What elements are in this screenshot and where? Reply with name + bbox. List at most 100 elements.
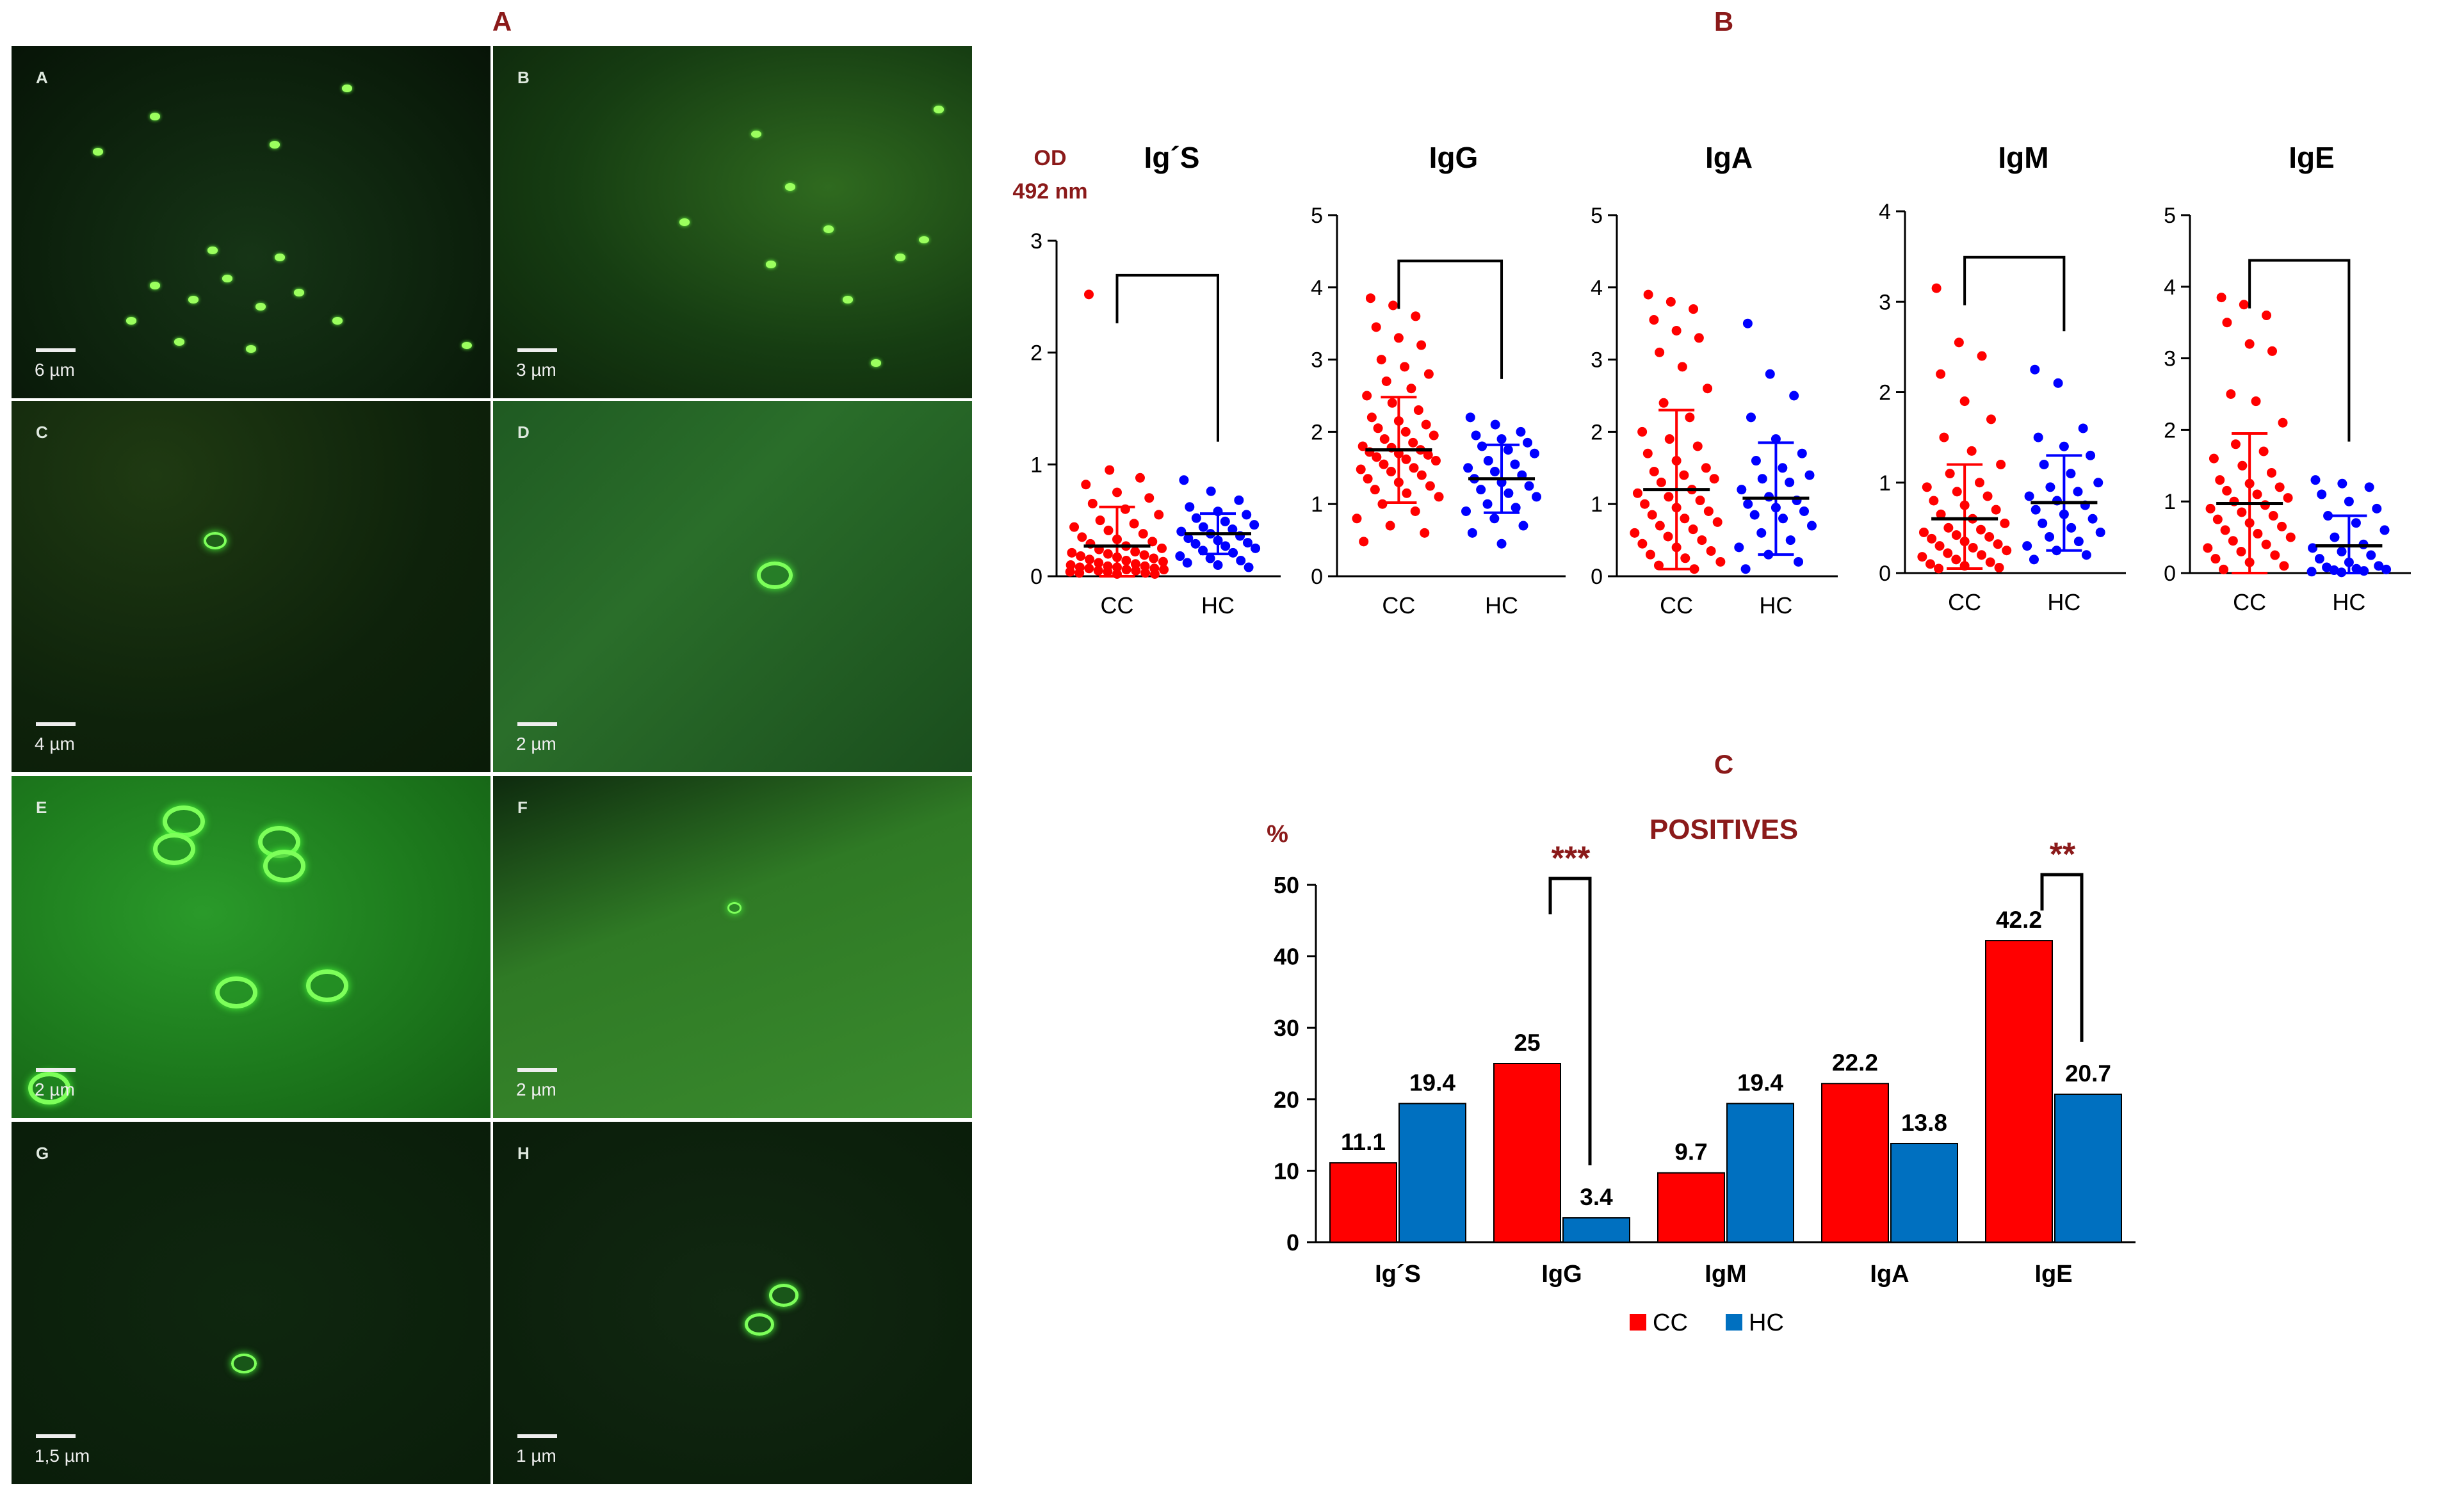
y-tick-label: 5 [1591,204,1603,228]
data-point [1406,384,1416,394]
data-point [1139,550,1149,560]
fluorescent-cell [207,247,218,254]
data-point [1804,470,1815,480]
data-point [1922,482,1932,492]
data-point [1242,538,1252,548]
data-point [2203,543,2213,553]
data-point [1370,485,1380,495]
micrograph-label: D [517,423,530,442]
micrograph-label: H [517,1144,530,1163]
data-point [2337,546,2347,556]
fluorescent-cell [823,225,834,233]
data-point [1471,430,1481,441]
legend-swatch-hc [1726,1314,1742,1331]
data-point [2220,525,2230,535]
fluorescent-cell [222,275,232,282]
fluorescent-cell [784,183,795,191]
data-point [2228,536,2238,546]
y-tick-label: 2 [1311,420,1323,444]
data-point [1483,456,1493,466]
data-point [1706,546,1716,556]
data-point [1416,470,1427,480]
bracket-line [1397,259,1504,379]
data-point [2252,489,2262,499]
data-point [2283,493,2293,503]
data-point [1632,488,1642,498]
y-axis-label: OD [1034,146,1067,170]
plot-title: IgE [2289,141,2335,174]
data-point [1213,560,1223,570]
data-point [1703,506,1714,516]
data-point [1929,496,1939,506]
x-tick-label: HC [1201,592,1235,619]
data-point [1927,533,1937,544]
fluorescent-cell [274,254,285,261]
fluorescent-cell [679,218,690,226]
significance-bracket [1548,877,1592,1166]
data-point [1157,543,1167,553]
data-point [1679,470,1689,480]
data-point [2261,539,2271,549]
data-point [1799,506,1809,516]
data-point [2212,514,2223,524]
data-point [2038,518,2048,528]
data-point [1352,514,1362,524]
data-point [1112,487,1122,498]
data-point [2073,537,2084,547]
data-point [1084,289,1094,300]
scale-label: 6 µm [35,360,75,380]
significance-stars: *** [1552,840,1591,877]
data-point [1931,283,1941,293]
data-point [1376,355,1386,365]
data-point [2210,554,2221,564]
data-point [1413,405,1423,416]
data-point [1680,553,1690,563]
data-point [1968,542,1978,553]
fluorescent-cell [341,85,352,92]
data-point [1365,293,1375,303]
data-point [1490,466,1500,476]
fluorescent-cell [751,130,762,138]
bar-y-tick-label: 10 [1274,1158,1299,1184]
data-point [2066,469,2076,479]
data-point [1532,492,1542,502]
data-point [1749,510,1760,520]
data-point [1677,362,1687,372]
scale-bar [517,1068,557,1072]
dot-plot-iga: IgA 0 1 2 3 4 5 CC HC [1591,141,1838,619]
x-tick-label: HC [2332,589,2365,615]
x-tick-label: CC [2233,589,2266,615]
data-point [1529,448,1539,458]
data-point [1765,369,1775,379]
data-point [2086,450,2096,460]
bar-value-label: 3.4 [1580,1184,1613,1210]
data-point [1523,437,1533,448]
data-point [2244,339,2255,349]
scale-bar [517,1434,557,1438]
fluorescent-cell [270,141,280,149]
data-point [1951,554,1961,565]
data-point [1130,559,1140,569]
data-point [1179,475,1189,485]
data-point [1363,474,1373,484]
fluorescent-cell [263,850,305,882]
data-point [1366,412,1377,423]
data-point [1991,505,2001,515]
data-point [1386,466,1397,476]
fluorescent-cell [152,832,195,865]
data-point [2029,554,2039,565]
data-point [2364,482,2374,492]
scale-bar [517,722,557,726]
data-point [1918,527,1929,537]
data-point [1095,515,1105,526]
data-point [1943,548,1953,558]
bar-y-tick-label: 0 [1286,1229,1299,1256]
data-point [1976,524,1986,535]
data-point [1785,535,1795,546]
data-point [1709,474,1719,484]
data-point [2024,491,2034,501]
micrograph-g: G 1,5 µm [12,1122,490,1484]
plot-title: IgA [1705,141,1753,174]
data-point [1975,478,1985,488]
data-point [1778,514,1788,524]
